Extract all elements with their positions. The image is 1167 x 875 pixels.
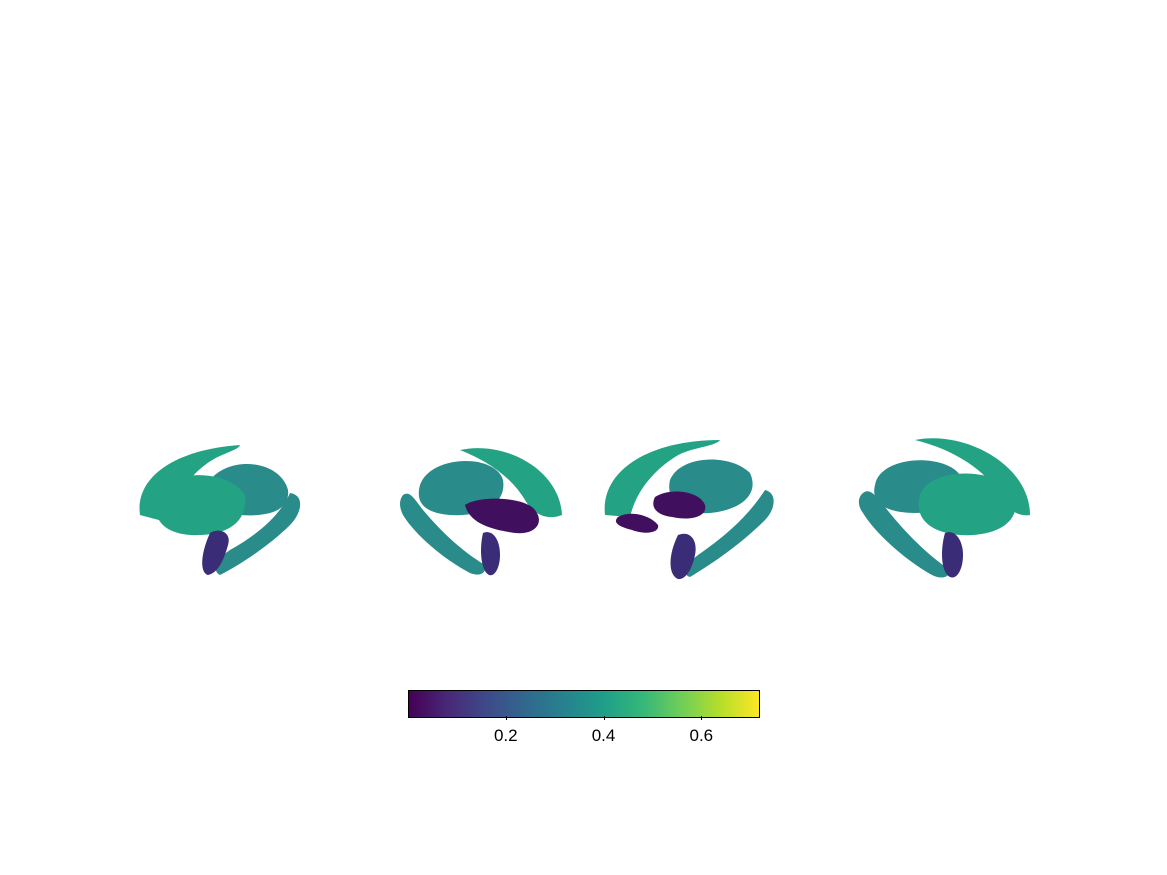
- amygdala-shape: [481, 532, 500, 576]
- amygdala-shape: [202, 530, 229, 575]
- pallidum-shape: [465, 498, 539, 534]
- putamen-shape: [155, 475, 246, 536]
- colorbar-gradient: [408, 690, 760, 718]
- brain-view-right-lateral: [845, 425, 1045, 595]
- amygdala-shape: [942, 532, 963, 578]
- hippocampus-shape: [685, 490, 774, 577]
- brain-view-left-lateral: [120, 425, 320, 595]
- subcortical-render-3: [604, 440, 774, 580]
- pallidum-shape: [615, 513, 659, 533]
- caudate-shape: [604, 440, 720, 517]
- colorbar-tick: [701, 716, 703, 720]
- caudate-shape: [460, 448, 562, 518]
- putamen-shape: [918, 473, 1016, 536]
- colorbar: 0.2 0.4 0.6: [408, 690, 760, 750]
- putamen-medial-shape: [653, 491, 706, 519]
- subcortical-render-4: [858, 438, 1030, 578]
- brain-view-right-medial: [590, 425, 790, 595]
- colorbar-tick-label: 0.6: [689, 726, 714, 745]
- colorbar-tick: [603, 716, 605, 720]
- subcortical-render-2: [400, 448, 562, 576]
- brain-view-left-medial: [385, 425, 585, 595]
- colorbar-tick: [505, 716, 507, 720]
- subcortical-render-1: [139, 445, 301, 575]
- amygdala-shape: [670, 533, 696, 580]
- colorbar-tick-label: 0.4: [591, 726, 616, 745]
- hippocampus-shape: [858, 491, 950, 578]
- hippocampus-shape: [215, 493, 301, 575]
- hippocampus-shape: [400, 493, 486, 575]
- colorbar-tick-label: 0.2: [493, 726, 518, 745]
